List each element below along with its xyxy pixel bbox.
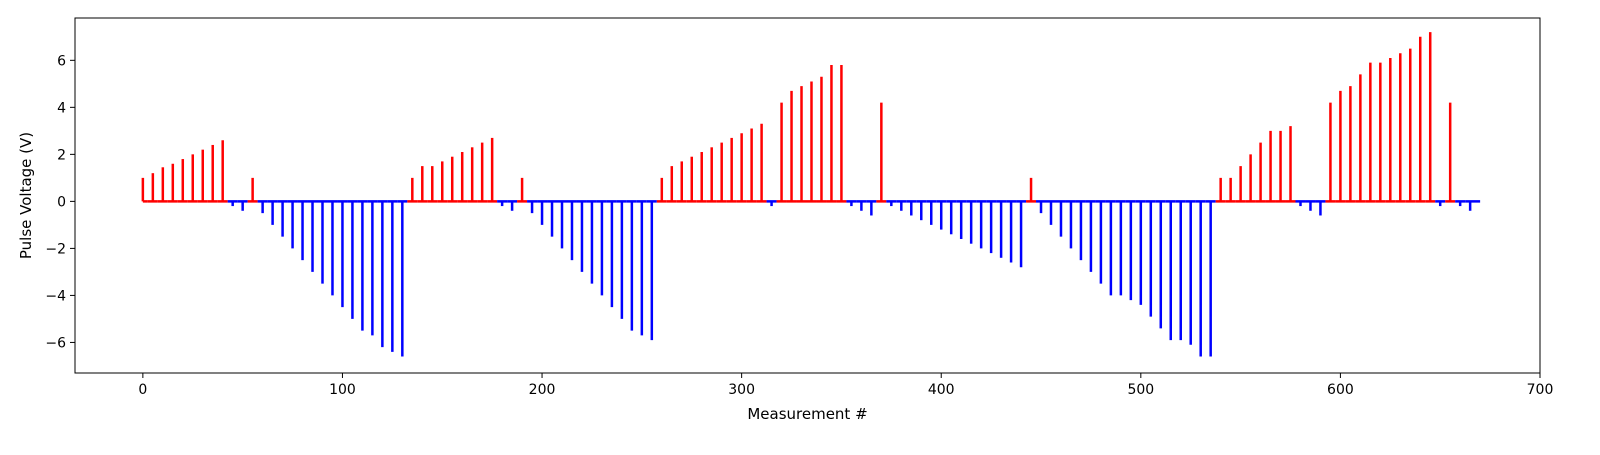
x-tick-label: 200: [529, 382, 556, 398]
x-tick-label: 0: [138, 382, 147, 398]
y-axis-label: Pulse Voltage (V): [17, 132, 35, 259]
y-tick-label: 0: [57, 194, 66, 210]
x-tick-label: 700: [1527, 382, 1554, 398]
x-ticks: 0 100 200 300 400 500 600 700: [138, 373, 1553, 398]
y-tick-label: −4: [45, 288, 66, 304]
y-tick-label: −2: [45, 241, 66, 257]
y-tick-label: 4: [57, 100, 66, 116]
y-ticks: −6 −4 −2 0 2 4 6: [45, 53, 75, 351]
y-tick-label: 6: [57, 53, 66, 69]
plot-frame: [74, 17, 1541, 374]
x-tick-label: 100: [329, 382, 356, 398]
axes-layer: [74, 17, 1541, 374]
x-tick-label: 300: [728, 382, 755, 398]
x-tick-label: 500: [1127, 382, 1154, 398]
stems-layer: [141, 32, 1472, 357]
x-tick-label: 600: [1327, 382, 1354, 398]
x-axis-label: Measurement #: [747, 405, 867, 423]
y-tick-label: 2: [57, 147, 66, 163]
y-tick-label: −6: [45, 335, 66, 351]
x-tick-label: 400: [928, 382, 955, 398]
